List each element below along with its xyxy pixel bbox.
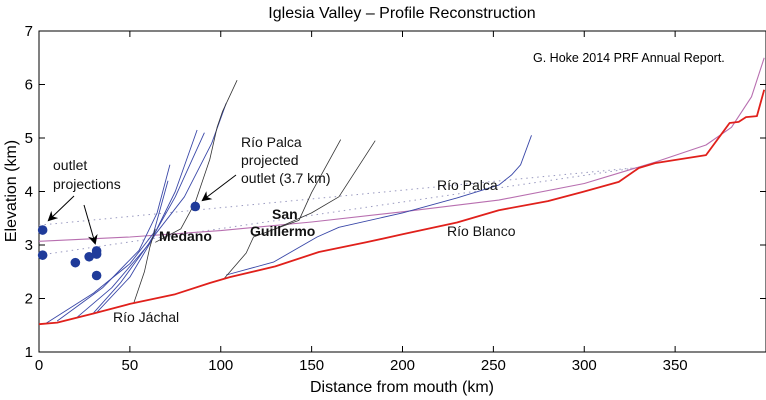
series-san-guillermo-branch (275, 140, 376, 230)
y-tick-label: 2 (25, 291, 33, 308)
series-r-o-j-chal-tributary-5 (56, 164, 171, 322)
x-tick-label: 200 (390, 357, 415, 374)
x-axis-label: Distance from mouth (km) (310, 379, 494, 396)
series-r-o-j-chal-tributary-1 (46, 180, 169, 324)
plot-area (38, 30, 766, 353)
x-tick-label: 50 (122, 357, 139, 374)
series-r-o-blanco (38, 89, 766, 326)
chart-title: Iglesia Valley – Profile Reconstruction (268, 5, 535, 22)
x-tick-label: 250 (481, 357, 506, 374)
outlet-projection-point (91, 270, 102, 281)
x-tick-label: 150 (299, 357, 324, 374)
arrow-palca-outlet (201, 174, 237, 202)
y-tick-label: 3 (25, 237, 33, 254)
y-tick-label: 4 (25, 184, 33, 201)
series-upper-projection-bound (38, 166, 639, 226)
annotation-outlet: outlet (53, 157, 87, 173)
series-medano-upper (155, 80, 238, 243)
annotation-projections: projections (53, 176, 121, 192)
series-r-o-palca (226, 135, 532, 276)
annotation-projected: projected (241, 152, 299, 168)
outlet-projection-point (84, 251, 94, 262)
x-tick-label: 350 (663, 357, 688, 374)
label-rio-jachal: Río Jáchal (113, 309, 179, 325)
series-medano (133, 228, 156, 305)
outlet-projection-point (37, 225, 48, 235)
y-axis-label: Elevation (km) (3, 140, 20, 242)
series-r-o-j-chal-tributary-4 (96, 103, 227, 313)
arrow-outlet-1 (47, 195, 75, 222)
y-tick-label: 1 (25, 344, 33, 361)
outlet-projection-point (91, 249, 102, 259)
label-rio-blanco: Río Blanco (447, 223, 516, 239)
outlet-projection-point (70, 257, 81, 268)
y-tick-label: 7 (25, 23, 33, 40)
label-medano: Medano (159, 228, 212, 244)
x-tick-label: 100 (208, 357, 233, 374)
annotation-rio-palca-outlet: Río Palca (241, 134, 302, 150)
series-lower-projection-bound (38, 166, 639, 256)
annotation-outlet-distance: outlet (3.7 km) (241, 170, 330, 186)
label-rio-palca: Río Palca (437, 177, 498, 193)
credit-text: G. Hoke 2014 PRF Annual Report. (533, 51, 725, 65)
label-guillermo: Guillermo (250, 223, 315, 239)
x-tick-label: 0 (35, 357, 43, 374)
y-tick-label: 6 (25, 77, 33, 94)
y-tick-label: 5 (25, 130, 33, 147)
label-san: San (272, 206, 298, 222)
outlet-projection-point (37, 250, 48, 260)
x-tick-label: 300 (572, 357, 597, 374)
outlet-projection-point (190, 201, 201, 212)
arrow-outlet-2 (83, 204, 98, 245)
